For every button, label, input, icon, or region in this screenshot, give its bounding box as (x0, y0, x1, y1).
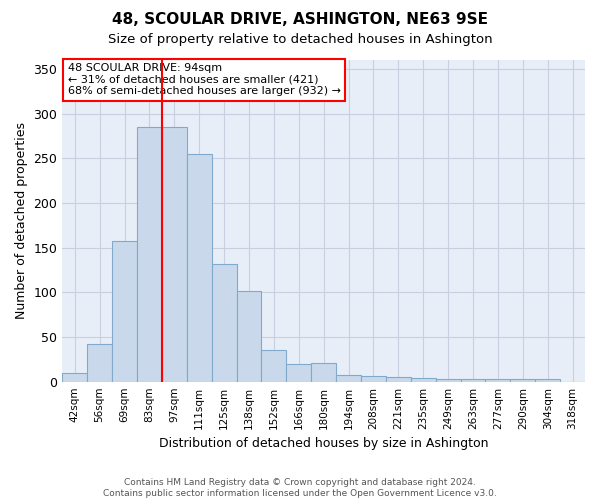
Bar (386, 377, 411, 382)
Bar (511, 379, 535, 382)
Bar (137, 127, 162, 382)
Bar (112, 242, 137, 382)
Bar (212, 264, 236, 382)
Text: 48, SCOULAR DRIVE, ASHINGTON, NE63 9SE: 48, SCOULAR DRIVE, ASHINGTON, NE63 9SE (112, 12, 488, 28)
Bar (236, 290, 262, 382)
Bar (162, 127, 187, 382)
Bar (87, 344, 112, 382)
Bar (411, 378, 436, 382)
Bar (311, 363, 336, 382)
Bar (361, 376, 386, 382)
Bar (62, 372, 87, 382)
Text: Size of property relative to detached houses in Ashington: Size of property relative to detached ho… (107, 32, 493, 46)
Y-axis label: Number of detached properties: Number of detached properties (15, 122, 28, 320)
X-axis label: Distribution of detached houses by size in Ashington: Distribution of detached houses by size … (159, 437, 488, 450)
Text: 48 SCOULAR DRIVE: 94sqm
← 31% of detached houses are smaller (421)
68% of semi-d: 48 SCOULAR DRIVE: 94sqm ← 31% of detache… (68, 63, 341, 96)
Bar (336, 376, 361, 382)
Bar (535, 379, 560, 382)
Bar (286, 364, 311, 382)
Bar (187, 154, 212, 382)
Bar (436, 379, 461, 382)
Bar (262, 350, 286, 382)
Bar (461, 379, 485, 382)
Text: Contains HM Land Registry data © Crown copyright and database right 2024.
Contai: Contains HM Land Registry data © Crown c… (103, 478, 497, 498)
Bar (485, 379, 511, 382)
